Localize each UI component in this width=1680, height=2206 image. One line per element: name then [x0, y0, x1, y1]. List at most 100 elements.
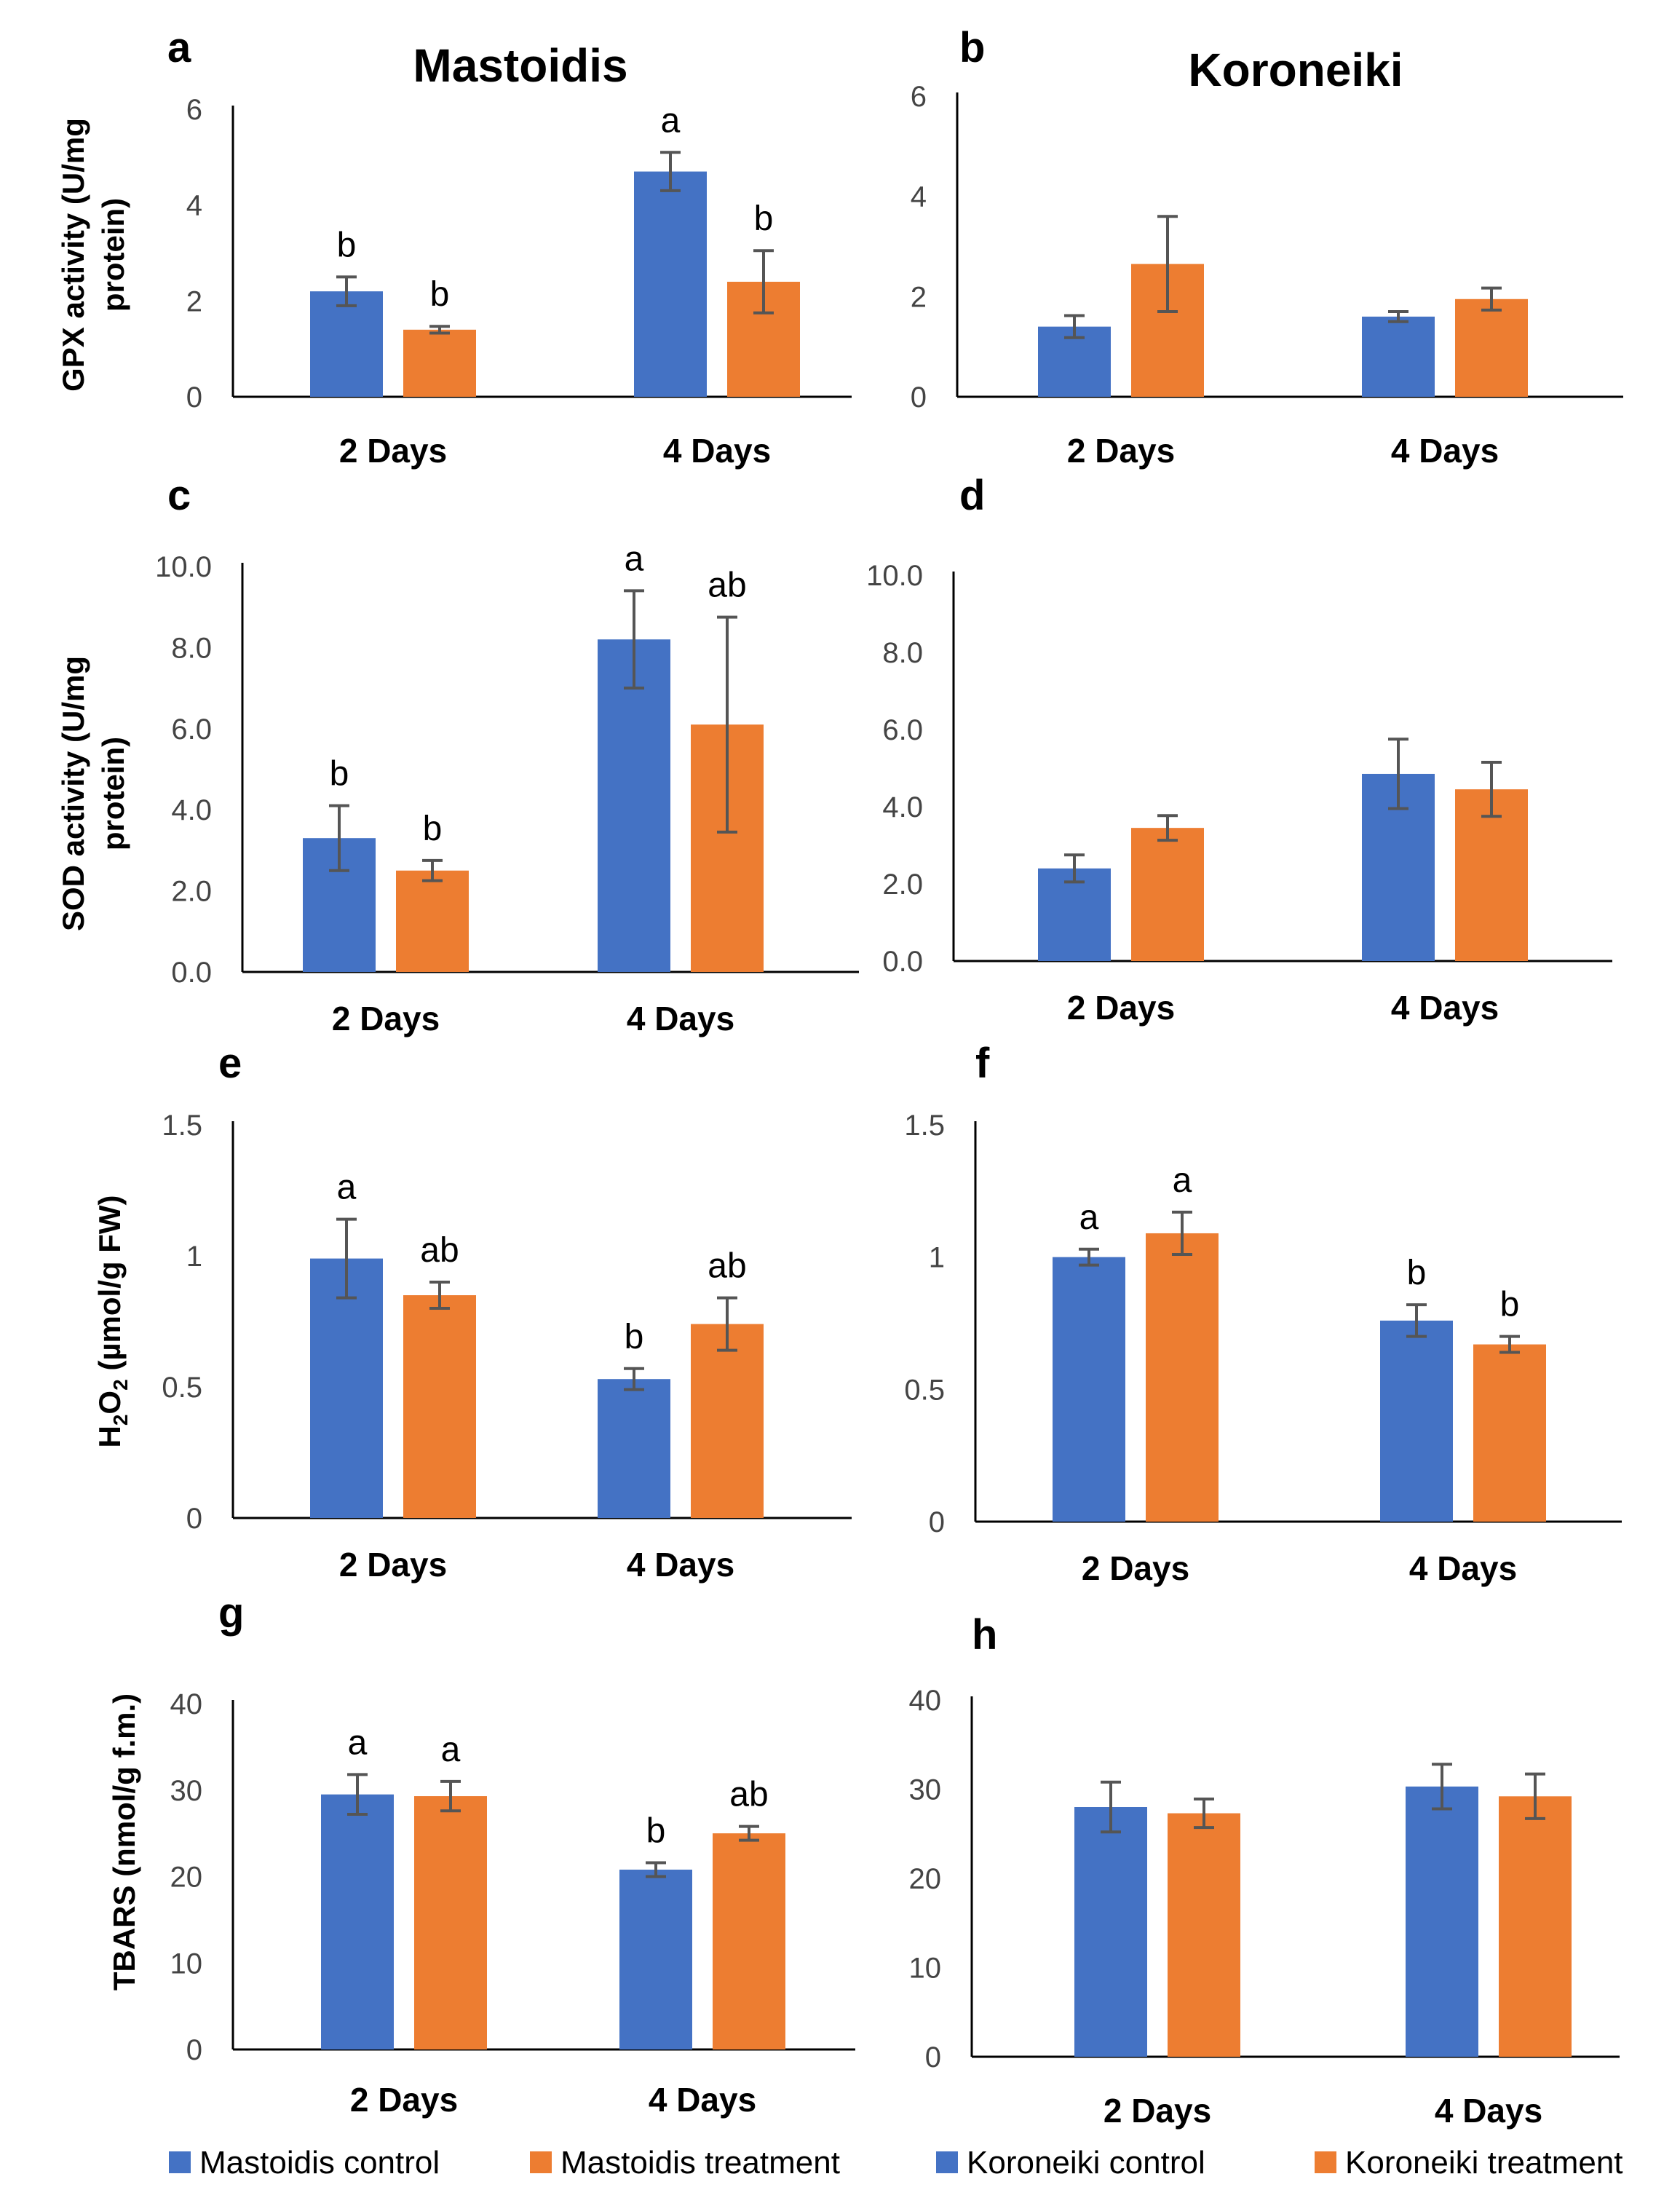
bar-control [1074, 1807, 1147, 2057]
significance-label: b [646, 1812, 666, 1851]
title-mastoidis: Mastoidis [413, 39, 627, 92]
y-tick-label: 6 [911, 81, 927, 113]
significance-label: a [441, 1731, 461, 1769]
significance-label: a [625, 539, 644, 578]
y-tick-label: 2 [186, 285, 202, 317]
significance-label: a [661, 101, 681, 140]
bar-treatment [396, 870, 469, 972]
y-tick-label: 2.0 [171, 876, 212, 908]
bar-control [310, 1258, 383, 1518]
legend-swatch [169, 2151, 191, 2173]
bar-control [1053, 1257, 1125, 1522]
bar-control [321, 1794, 394, 2049]
ylabel-h2o2-sub1: 2 [109, 1415, 132, 1426]
y-tick-label: 0 [911, 381, 927, 414]
significance-label: a [348, 1723, 368, 1762]
panel-letter: b [959, 24, 985, 71]
y-tick-label: 0.0 [171, 957, 212, 989]
panel-letter: c [167, 472, 191, 519]
category-label: 2 Days [1082, 1549, 1189, 1587]
bar-treatment [691, 1324, 764, 1518]
y-tick-label: 30 [170, 1775, 203, 1807]
category-label: 2 Days [1104, 2092, 1211, 2130]
y-tick-label: 0 [925, 2041, 941, 2073]
category-label: 4 Days [1391, 989, 1499, 1027]
significance-label: ab [708, 566, 746, 605]
y-tick-label: 2.0 [882, 869, 923, 901]
category-label: 4 Days [663, 432, 771, 470]
bar-treatment [403, 1295, 476, 1518]
significance-label: ab [420, 1231, 459, 1270]
bar-treatment [403, 329, 476, 397]
significance-label: b [1500, 1286, 1520, 1324]
y-tick-label: 6 [186, 94, 202, 126]
ylabel-gpx-line2: protein) [96, 198, 130, 312]
panel-f: f 0 0.5 1 1.5 2 Days a a 4 Days b b [904, 1040, 1622, 1587]
y-tick-label: 0.0 [882, 946, 923, 978]
bar-treatment [1455, 789, 1528, 961]
bar-control [634, 171, 707, 398]
panel-a: a 0 2 4 6 2 Days b b 4 Days a b [167, 24, 852, 470]
title-koroneiki: Koroneiki [1188, 44, 1403, 96]
bar-treatment [713, 1833, 785, 2049]
legend: Mastoidis control Mastoidis treatment Koro… [169, 2145, 1623, 2181]
panel-h: h 0 10 20 30 40 2 Days 4 Days [909, 1611, 1620, 2130]
panel-letter: e [218, 1040, 242, 1087]
category-label: 2 Days [1067, 989, 1175, 1027]
panel-letter: a [167, 24, 191, 71]
panel-c: c 0.0 2.0 4.0 6.0 8.0 10.0 2 Days b b 4 Days a ab [155, 472, 859, 1037]
category-label: 2 Days [350, 2081, 458, 2119]
ylabel-h2o2-o: O [92, 1391, 127, 1415]
category-label: 2 Days [339, 1546, 447, 1584]
y-tick-label: 8.0 [171, 632, 212, 664]
y-tick-label: 8.0 [882, 637, 923, 669]
panel-e: e 0 0.5 1 1.5 2 Days a ab 4 Days b ab [162, 1040, 852, 1584]
y-tick-label: 10 [909, 1953, 942, 1985]
y-tick-label: 10.0 [155, 551, 212, 583]
category-label: 4 Days [1409, 1549, 1517, 1587]
legend-label: Koroneiki treatment [1345, 2145, 1623, 2181]
category-label: 2 Days [339, 432, 447, 470]
panel-letter: f [975, 1040, 990, 1087]
significance-label: b [625, 1318, 644, 1356]
y-tick-label: 10 [170, 1948, 203, 1980]
category-label: 4 Days [627, 1546, 734, 1584]
bar-treatment [1168, 1813, 1240, 2057]
y-tick-label: 1 [929, 1242, 945, 1274]
legend-label: Mastoidis control [199, 2145, 440, 2181]
y-tick-label: 1 [186, 1241, 202, 1273]
y-tick-label: 6.0 [882, 714, 923, 746]
ylabel-h2o2: H2O2 (µmol/g FW) [92, 1195, 132, 1448]
significance-label: ab [729, 1776, 768, 1814]
significance-label: a [337, 1169, 357, 1207]
y-tick-label: 2 [911, 281, 927, 313]
bar-control [598, 1379, 670, 1518]
category-label: 4 Days [1391, 432, 1499, 470]
legend-swatch [530, 2151, 552, 2173]
ylabel-gpx-line1: GPX activity (U/mg [56, 118, 90, 392]
bar-treatment [414, 1796, 487, 2049]
y-tick-label: 20 [909, 1863, 942, 1895]
ylabel-tbars: TBARS (nmol/g f.m.) [107, 1693, 141, 1990]
legend-label: Koroneiki control [967, 2145, 1205, 2181]
significance-label: ab [708, 1247, 746, 1286]
significance-label: b [337, 226, 357, 264]
y-tick-label: 40 [170, 1688, 203, 1720]
y-tick-label: 0 [186, 2034, 202, 2066]
ylabel-h2o2-rest: (µmol/g FW) [92, 1195, 127, 1380]
y-tick-label: 1.5 [162, 1110, 202, 1142]
significance-label: b [754, 199, 774, 238]
y-tick-label: 0.5 [162, 1372, 202, 1404]
significance-label: b [423, 810, 443, 848]
legend-swatch [1315, 2151, 1336, 2173]
bar-control [1038, 868, 1111, 961]
y-tick-label: 4.0 [171, 794, 212, 826]
panel-letter: d [959, 472, 985, 519]
y-tick-label: 4.0 [882, 791, 923, 823]
ylabel-h2o2-sub2: 2 [109, 1379, 132, 1391]
category-label: 2 Days [1067, 432, 1175, 470]
y-tick-label: 1.5 [904, 1110, 945, 1142]
y-tick-label: 6.0 [171, 713, 212, 746]
panel-g: g 0 10 20 30 40 2 Days a a 4 Days b ab [170, 1589, 855, 2119]
